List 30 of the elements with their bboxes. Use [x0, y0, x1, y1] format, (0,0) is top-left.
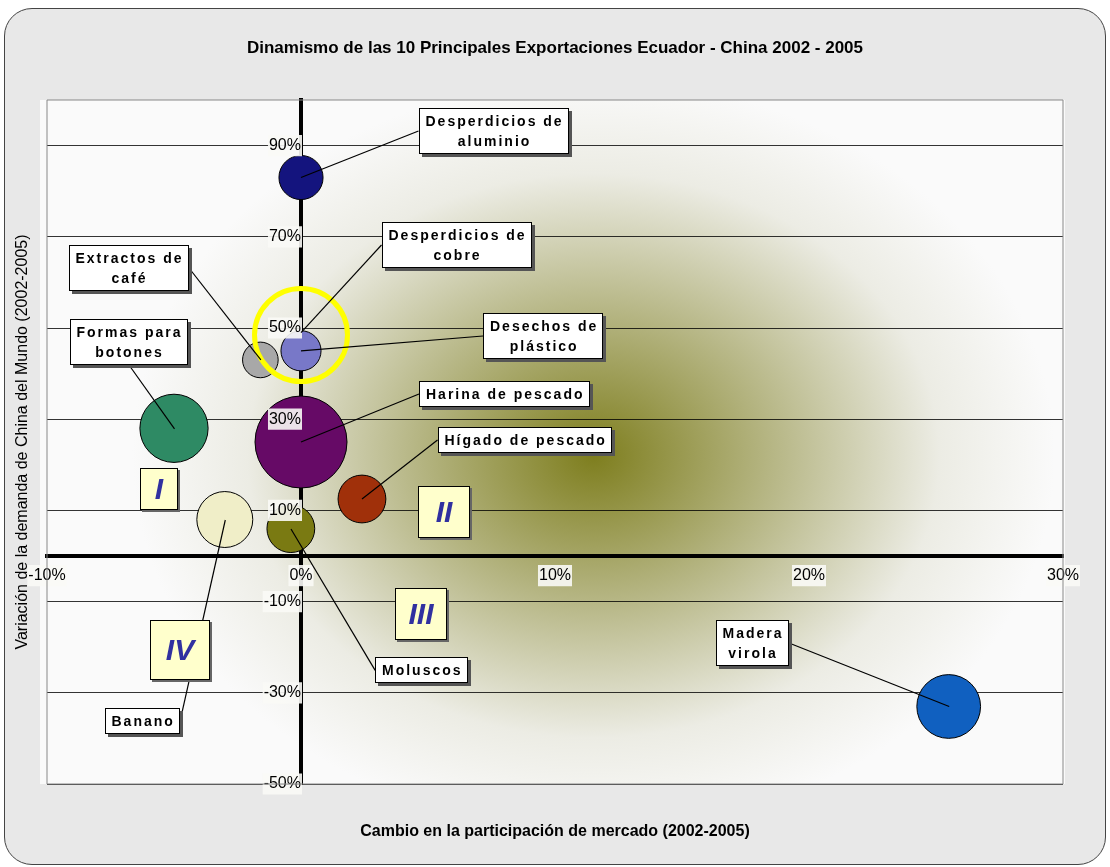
y-tick-label: 30%	[268, 409, 301, 427]
y-tick-label: -30%	[263, 683, 301, 701]
y-tick-label: -50%	[263, 774, 301, 792]
callout-box: Hígado de pescado	[437, 427, 612, 453]
callout-box: Desperdicios de aluminio	[418, 108, 569, 154]
callout-box: Moluscos	[375, 657, 468, 683]
x-tick-label: 30%	[1046, 566, 1080, 584]
callout-box: Desechos de plástico	[483, 313, 604, 359]
chart-title: Dinamismo de las 10 Principales Exportaciones Ecuador - China 2002 - 2005	[246, 38, 864, 58]
callout-box: Madera virola	[715, 620, 789, 666]
callout-box: Harina de pescado	[419, 381, 590, 407]
x-axis-title: Cambio en la participación de mercado (2002-2005)	[359, 822, 751, 840]
quadrant-box: III	[395, 588, 447, 640]
quadrant-box: II	[418, 486, 470, 538]
callout-box: Banano	[104, 708, 180, 734]
y-tick-label: -10%	[263, 592, 301, 610]
quadrant-box: IV	[150, 620, 210, 680]
callout-box: Formas para botones	[69, 318, 188, 365]
y-tick-label: 50%	[268, 318, 301, 336]
callout-box: Desperdicios de cobre	[381, 222, 532, 268]
x-tick-label: 20%	[792, 566, 826, 584]
y-tick-label: 90%	[268, 136, 301, 154]
callout-box: Extractos de café	[68, 245, 189, 291]
y-tick-label: 10%	[268, 500, 301, 518]
y-axis-title: Variación de la demanda de China del Mundo (2002-2005)	[13, 234, 30, 650]
quadrant-box: I	[140, 468, 178, 510]
x-tick-label: 0%	[289, 566, 313, 584]
x-tick-label: 10%	[538, 566, 572, 584]
x-tick-label: -10%	[28, 566, 66, 584]
y-tick-label: 70%	[268, 227, 301, 245]
